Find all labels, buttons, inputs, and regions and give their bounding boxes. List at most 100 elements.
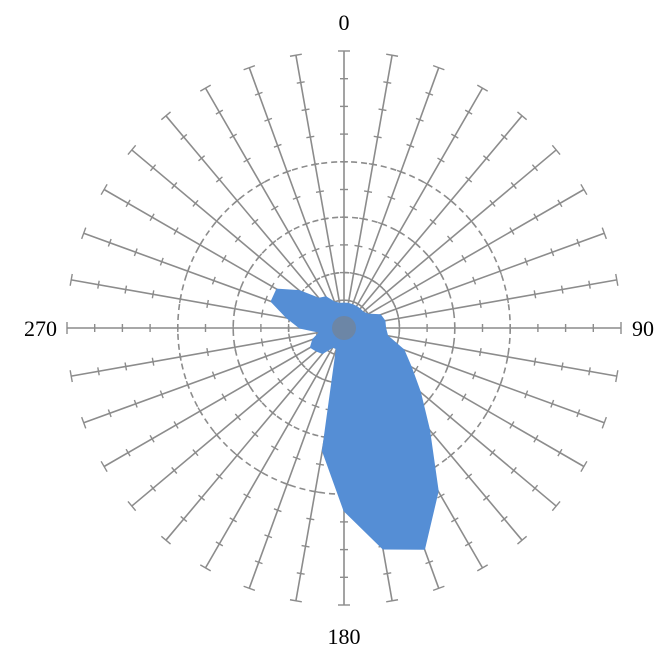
spoke-tick bbox=[180, 133, 188, 141]
spoke-tick bbox=[206, 299, 209, 309]
spoke-tick bbox=[451, 304, 455, 313]
spoke-tick bbox=[524, 390, 529, 399]
spoke-tick bbox=[359, 217, 368, 221]
spoke-tick bbox=[311, 404, 320, 409]
spoke-tick bbox=[125, 448, 131, 457]
spoke-tick bbox=[263, 295, 268, 304]
spoke-tick bbox=[293, 351, 299, 360]
spoke-tick bbox=[425, 395, 432, 403]
spoke-tick bbox=[437, 268, 443, 277]
spoke-tick bbox=[489, 199, 496, 207]
spoke-tick bbox=[233, 304, 237, 313]
spoke-tick bbox=[197, 407, 203, 415]
spoke-tick bbox=[199, 564, 212, 572]
spoke-tick bbox=[551, 501, 561, 512]
spoke-tick bbox=[476, 564, 489, 572]
spoke-tick bbox=[215, 109, 224, 115]
angle-label-270: 270 bbox=[24, 316, 57, 341]
spoke-tick bbox=[251, 218, 259, 226]
spoke-tick bbox=[437, 379, 443, 388]
spoke-tick bbox=[284, 421, 293, 427]
spoke-tick bbox=[260, 309, 264, 318]
spoke-tick bbox=[192, 199, 199, 207]
spoke-tick bbox=[289, 342, 294, 351]
spoke-tick bbox=[450, 517, 459, 523]
spoke-tick bbox=[269, 409, 277, 416]
spoke-tick bbox=[489, 449, 496, 457]
spoke-tick bbox=[358, 273, 367, 278]
spoke-tick bbox=[485, 241, 491, 249]
spoke-tick bbox=[124, 362, 128, 371]
spoke-tick bbox=[199, 84, 212, 92]
spoke-tick bbox=[315, 463, 325, 466]
spoke-tick bbox=[133, 248, 138, 257]
spoke-tick bbox=[292, 195, 301, 200]
spoke-tick bbox=[254, 91, 263, 96]
spoke-tick bbox=[206, 347, 209, 357]
spoke-tick bbox=[69, 273, 73, 286]
spoke-tick bbox=[376, 282, 384, 289]
spoke-tick bbox=[411, 240, 419, 247]
spoke-tick bbox=[298, 397, 307, 403]
angle-label-layer: 0 90 180 270 bbox=[24, 10, 654, 648]
spoke-tick bbox=[464, 109, 473, 115]
spoke-tick bbox=[243, 585, 256, 592]
spoke-tick bbox=[304, 282, 312, 289]
spoke-tick bbox=[173, 421, 179, 429]
spoke-tick bbox=[151, 357, 155, 366]
spoke-tick bbox=[100, 183, 108, 196]
spoke-tick bbox=[393, 261, 401, 268]
spoke-tick bbox=[394, 305, 399, 314]
spoke-tick bbox=[213, 431, 220, 439]
spoke-tick bbox=[580, 183, 588, 196]
spoke-tick bbox=[149, 434, 155, 443]
spoke-tick bbox=[413, 365, 419, 374]
spoke-tick bbox=[243, 493, 251, 499]
spoke-tick bbox=[509, 227, 515, 235]
spoke-tick bbox=[409, 205, 418, 211]
spoke-tick bbox=[335, 299, 344, 303]
spoke-tick bbox=[251, 430, 259, 438]
spoke-tick bbox=[273, 143, 282, 148]
spoke-tick bbox=[321, 273, 330, 278]
spoke-tick bbox=[517, 111, 528, 121]
spoke-tick bbox=[437, 493, 445, 499]
spoke-tick bbox=[378, 108, 387, 112]
spoke-tick bbox=[302, 221, 311, 226]
spoke-tick bbox=[580, 460, 588, 473]
spoke-tick bbox=[500, 133, 508, 141]
spoke-tick bbox=[533, 213, 539, 222]
spoke-tick bbox=[311, 162, 320, 166]
spoke-tick bbox=[171, 182, 178, 190]
angle-label-90: 90 bbox=[632, 316, 654, 341]
spoke-tick bbox=[283, 169, 292, 174]
spoke-tick bbox=[180, 515, 188, 523]
spoke-tick bbox=[159, 390, 164, 399]
spoke-tick bbox=[273, 508, 282, 513]
spoke-tick bbox=[171, 466, 178, 474]
spoke-tick bbox=[233, 343, 237, 352]
spoke-tick bbox=[557, 448, 563, 457]
spoke-tick bbox=[69, 370, 73, 383]
spoke-tick bbox=[531, 484, 539, 492]
spoke-tick bbox=[406, 143, 415, 148]
spoke-tick bbox=[506, 352, 510, 361]
spoke-tick bbox=[229, 133, 238, 139]
spoke-tick bbox=[277, 271, 284, 279]
spoke-tick bbox=[383, 81, 392, 84]
spoke-tick bbox=[446, 413, 454, 421]
spoke-tick bbox=[447, 197, 455, 204]
spoke-tick bbox=[550, 399, 555, 408]
spoke-tick bbox=[97, 280, 100, 289]
spoke-tick bbox=[234, 413, 242, 421]
spoke-tick bbox=[133, 399, 138, 408]
spoke-tick bbox=[312, 277, 321, 283]
spoke-tick bbox=[588, 280, 591, 289]
spoke-tick bbox=[257, 181, 265, 187]
spoke-tick bbox=[468, 217, 475, 225]
spoke-tick bbox=[383, 288, 390, 296]
spoke-tick bbox=[287, 261, 295, 268]
spoke-tick bbox=[576, 409, 581, 418]
spoke-tick bbox=[479, 347, 482, 357]
